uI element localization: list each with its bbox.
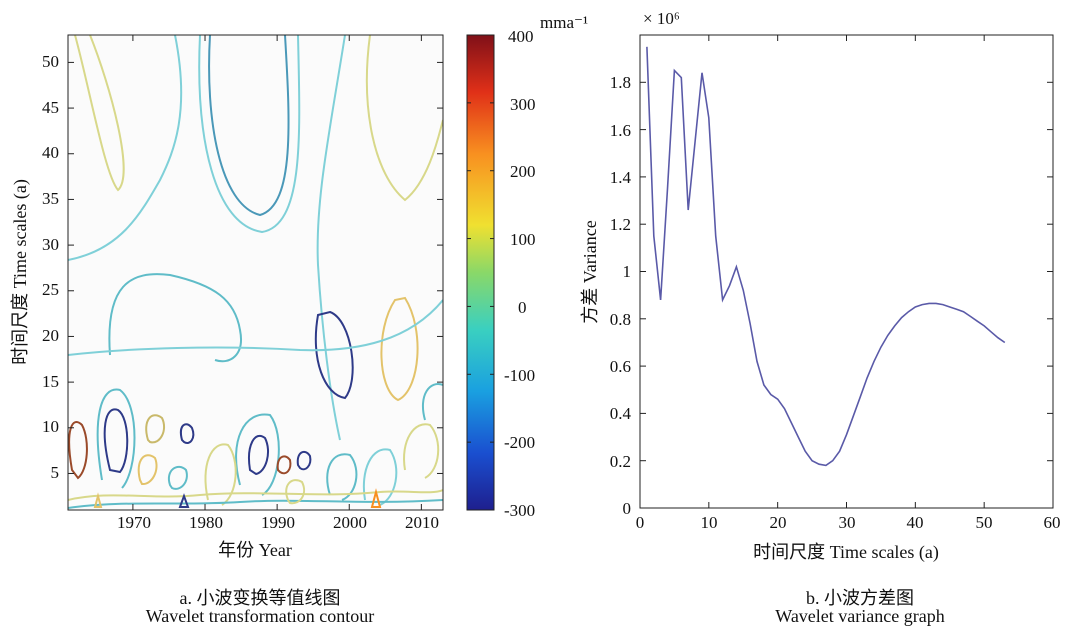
colorbar-tick-label: 0 [518, 298, 527, 317]
y-tick-label: 1.2 [610, 215, 631, 234]
contour-line [180, 423, 195, 444]
contour-line [370, 488, 382, 508]
x-tick-label: 10 [701, 513, 718, 532]
contour-lines [68, 35, 443, 509]
y-tick-label: 50 [42, 52, 59, 71]
contour-line [276, 455, 292, 475]
y-tick-label: 30 [42, 235, 59, 254]
x-tick-label: 60 [1044, 513, 1061, 532]
x-tick-label: 2010 [405, 513, 439, 532]
x-tick-label: 1970 [117, 513, 151, 532]
y-tick-label: 0 [623, 499, 632, 518]
colorbar-gradient [466, 34, 495, 511]
caption-b-english: Wavelet variance graph [775, 606, 945, 626]
contour-line [248, 435, 269, 476]
contour-line [93, 492, 103, 508]
colorbar-tick-label: -300 [504, 501, 535, 520]
y-tick-label: 40 [42, 143, 59, 162]
contour-line [68, 35, 183, 261]
y-tick-label: 25 [42, 280, 59, 299]
contour-line [103, 408, 129, 474]
contour-line [68, 421, 88, 480]
y-tick-label: 15 [42, 372, 59, 391]
y-tick-label: 35 [42, 189, 59, 208]
contour-line [362, 448, 398, 506]
y-tick-label: 0.4 [610, 404, 632, 423]
colorbar-tick-label: -100 [504, 366, 535, 385]
x-tick-label: 1990 [261, 513, 295, 532]
contour-line [235, 413, 280, 496]
contour-line [145, 414, 166, 444]
contour-line [167, 465, 188, 490]
y-tick-label: 0.6 [610, 357, 631, 376]
contour-line [137, 454, 158, 485]
y-tick-label: 20 [42, 326, 59, 345]
contour-line [204, 443, 237, 506]
contour-panel: 5 10 15 20 25 30 35 40 45 50 1970 1980 1… [10, 34, 444, 560]
contour-line [422, 383, 443, 421]
x-tick-label: 40 [907, 513, 924, 532]
y-tick-label: 45 [42, 98, 59, 117]
contour-line [96, 388, 136, 489]
colorbar-tick-label: 200 [510, 162, 536, 181]
contour-line [208, 35, 290, 217]
colorbar-tick-label: 300 [510, 95, 536, 114]
y-axis-label: 时间尺度 Time scales (a) [10, 179, 31, 365]
colorbar-ticks [467, 34, 494, 511]
x-tick-label: 50 [976, 513, 993, 532]
contour-line [68, 299, 443, 356]
contour-line [68, 489, 443, 501]
contour-line [314, 310, 354, 400]
contour-line [403, 423, 440, 479]
y-tick-label: 1.8 [610, 73, 631, 92]
colorbar-tick-label: -200 [504, 433, 535, 452]
contour-line [178, 493, 190, 508]
contour-axis-ticks [68, 35, 443, 510]
variance-panel: 0 0.2 0.4 0.6 0.8 1 1.2 1.4 1.6 1.8 0 10… [580, 9, 1061, 563]
contour-line [198, 35, 301, 234]
x-tick-label: 2000 [333, 513, 367, 532]
y-tick-label: 10 [42, 417, 59, 436]
x-tick-label: 30 [839, 513, 856, 532]
caption-a-english: Wavelet transformation contour [145, 606, 375, 626]
y-tick-label: 1.6 [610, 121, 631, 140]
y-axis-label: 方差 Variance [580, 220, 600, 323]
y-tick-label: 5 [51, 463, 60, 482]
x-axis-label: 年份 Year [218, 540, 292, 560]
contour-line [296, 450, 312, 471]
variance-series-line [646, 46, 1006, 467]
contour-line [285, 479, 306, 505]
caption-b-chinese: b. 小波方差图 [806, 588, 914, 608]
contour-line [74, 35, 125, 192]
contour-line [365, 35, 443, 202]
contour-line [326, 453, 358, 501]
colorbar-tick-label: 400 [508, 27, 534, 46]
variance-axis-ticks [639, 35, 1054, 509]
multiplier-label: × 10⁶ [643, 9, 680, 28]
y-tick-label: 0.2 [610, 452, 631, 471]
y-tick-label: 0.8 [610, 310, 631, 329]
x-axis-label: 时间尺度 Time scales (a) [753, 542, 939, 563]
contour-line [380, 296, 419, 402]
variance-frame [639, 34, 1054, 509]
contour-plot-area [68, 35, 443, 510]
colorbar-unit-label: mma⁻¹ [540, 13, 588, 32]
x-tick-label: 1980 [189, 513, 223, 532]
colorbar-tick-label: 100 [510, 230, 536, 249]
y-tick-label: 1 [623, 262, 632, 281]
colorbar: -300 -200 -100 0 100 200 300 400 mma⁻¹ [466, 13, 588, 520]
x-tick-label: 20 [770, 513, 787, 532]
x-tick-label: 0 [636, 513, 645, 532]
contour-frame [67, 34, 444, 511]
y-tick-label: 1.4 [610, 168, 632, 187]
caption-a-chinese: a. 小波变换等值线图 [179, 588, 341, 608]
contour-line [108, 273, 242, 363]
